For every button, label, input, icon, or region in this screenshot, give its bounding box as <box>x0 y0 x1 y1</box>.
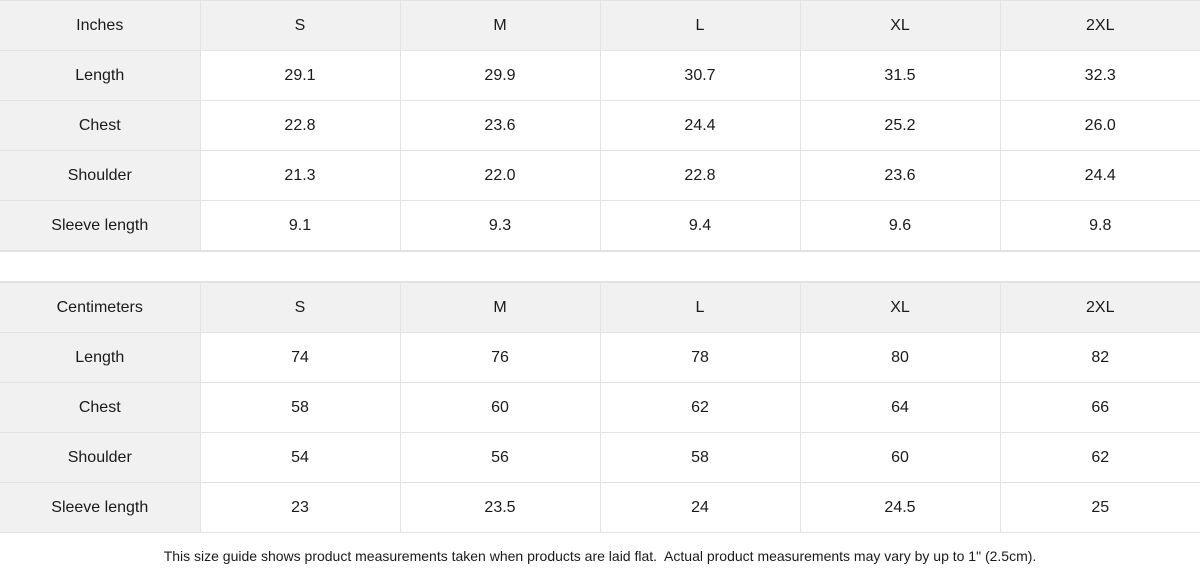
column-header-m: M <box>399 0 601 51</box>
row-label-shoulder: Shoulder <box>0 150 201 201</box>
cell-shoulder-2xl: 24.4 <box>999 150 1200 201</box>
row-label-sleeve-length: Sleeve length <box>0 482 201 533</box>
column-header-xl: XL <box>799 282 1001 333</box>
table-row: Sleeve length 9.1 9.3 9.4 9.6 9.8 <box>0 200 1200 251</box>
cell-sleeve-length-xl: 9.6 <box>799 200 1001 251</box>
cell-length-2xl: 32.3 <box>999 50 1200 101</box>
cell-length-xl: 80 <box>799 332 1001 383</box>
row-label-chest: Chest <box>0 100 201 151</box>
cell-length-l: 30.7 <box>599 50 801 101</box>
table-body-inches: Length 29.1 29.9 30.7 31.5 32.3 Chest 22… <box>0 50 1200 251</box>
cell-chest-l: 24.4 <box>599 100 801 151</box>
column-header-2xl: 2XL <box>999 282 1200 333</box>
size-table-centimeters: Centimeters S M L XL 2XL Length 74 76 78… <box>0 282 1200 533</box>
cell-shoulder-l: 22.8 <box>599 150 801 201</box>
cell-chest-m: 23.6 <box>399 100 601 151</box>
cell-chest-s: 22.8 <box>199 100 401 151</box>
size-table-inches: Inches S M L XL 2XL Length 29.1 29.9 30.… <box>0 0 1200 251</box>
cell-sleeve-length-m: 23.5 <box>399 482 601 533</box>
cell-sleeve-length-m: 9.3 <box>399 200 601 251</box>
header-row: Centimeters S M L XL 2XL <box>0 282 1200 333</box>
row-label-chest: Chest <box>0 382 201 433</box>
table-row: Chest 58 60 62 64 66 <box>0 382 1200 433</box>
unit-header-centimeters: Centimeters <box>0 282 201 333</box>
cell-length-l: 78 <box>599 332 801 383</box>
row-label-sleeve-length: Sleeve length <box>0 200 201 251</box>
cell-length-s: 29.1 <box>199 50 401 101</box>
table-row: Length 29.1 29.9 30.7 31.5 32.3 <box>0 50 1200 101</box>
cell-chest-xl: 64 <box>799 382 1001 433</box>
cell-shoulder-s: 54 <box>199 432 401 483</box>
footnote-text: This size guide shows product measuremen… <box>163 548 1037 565</box>
cell-sleeve-length-2xl: 9.8 <box>999 200 1200 251</box>
cell-sleeve-length-2xl: 25 <box>999 482 1200 533</box>
table-head-centimeters: Centimeters S M L XL 2XL <box>0 282 1200 333</box>
cell-length-m: 76 <box>399 332 601 383</box>
header-row: Inches S M L XL 2XL <box>0 0 1200 51</box>
cell-shoulder-m: 22.0 <box>399 150 601 201</box>
column-header-xl: XL <box>799 0 1001 51</box>
row-label-shoulder: Shoulder <box>0 432 201 483</box>
cell-chest-2xl: 26.0 <box>999 100 1200 151</box>
cell-sleeve-length-l: 9.4 <box>599 200 801 251</box>
table-head-inches: Inches S M L XL 2XL <box>0 0 1200 51</box>
cell-shoulder-2xl: 62 <box>999 432 1200 483</box>
table-row: Sleeve length 23 23.5 24 24.5 25 <box>0 482 1200 533</box>
cell-chest-s: 58 <box>199 382 401 433</box>
cell-sleeve-length-l: 24 <box>599 482 801 533</box>
table-body-centimeters: Length 74 76 78 80 82 Chest 58 60 62 64 … <box>0 332 1200 533</box>
table-row: Shoulder 54 56 58 60 62 <box>0 432 1200 483</box>
table-spacer <box>0 251 1200 282</box>
row-label-length: Length <box>0 332 201 383</box>
cell-shoulder-l: 58 <box>599 432 801 483</box>
column-header-2xl: 2XL <box>999 0 1200 51</box>
cell-length-s: 74 <box>199 332 401 383</box>
column-header-l: L <box>599 282 801 333</box>
cell-length-2xl: 82 <box>999 332 1200 383</box>
cell-shoulder-xl: 23.6 <box>799 150 1001 201</box>
row-label-length: Length <box>0 50 201 101</box>
size-guide-footnote: This size guide shows product measuremen… <box>0 533 1200 580</box>
cell-chest-2xl: 66 <box>999 382 1200 433</box>
cell-chest-m: 60 <box>399 382 601 433</box>
cell-chest-xl: 25.2 <box>799 100 1001 151</box>
cell-sleeve-length-s: 23 <box>199 482 401 533</box>
cell-shoulder-s: 21.3 <box>199 150 401 201</box>
table-row: Length 74 76 78 80 82 <box>0 332 1200 383</box>
column-header-s: S <box>199 282 401 333</box>
column-header-l: L <box>599 0 801 51</box>
table-row: Chest 22.8 23.6 24.4 25.2 26.0 <box>0 100 1200 151</box>
cell-length-xl: 31.5 <box>799 50 1001 101</box>
unit-header-inches: Inches <box>0 0 201 51</box>
cell-shoulder-xl: 60 <box>799 432 1001 483</box>
cell-sleeve-length-s: 9.1 <box>199 200 401 251</box>
cell-length-m: 29.9 <box>399 50 601 101</box>
cell-shoulder-m: 56 <box>399 432 601 483</box>
column-header-s: S <box>199 0 401 51</box>
column-header-m: M <box>399 282 601 333</box>
table-row: Shoulder 21.3 22.0 22.8 23.6 24.4 <box>0 150 1200 201</box>
cell-sleeve-length-xl: 24.5 <box>799 482 1001 533</box>
cell-chest-l: 62 <box>599 382 801 433</box>
